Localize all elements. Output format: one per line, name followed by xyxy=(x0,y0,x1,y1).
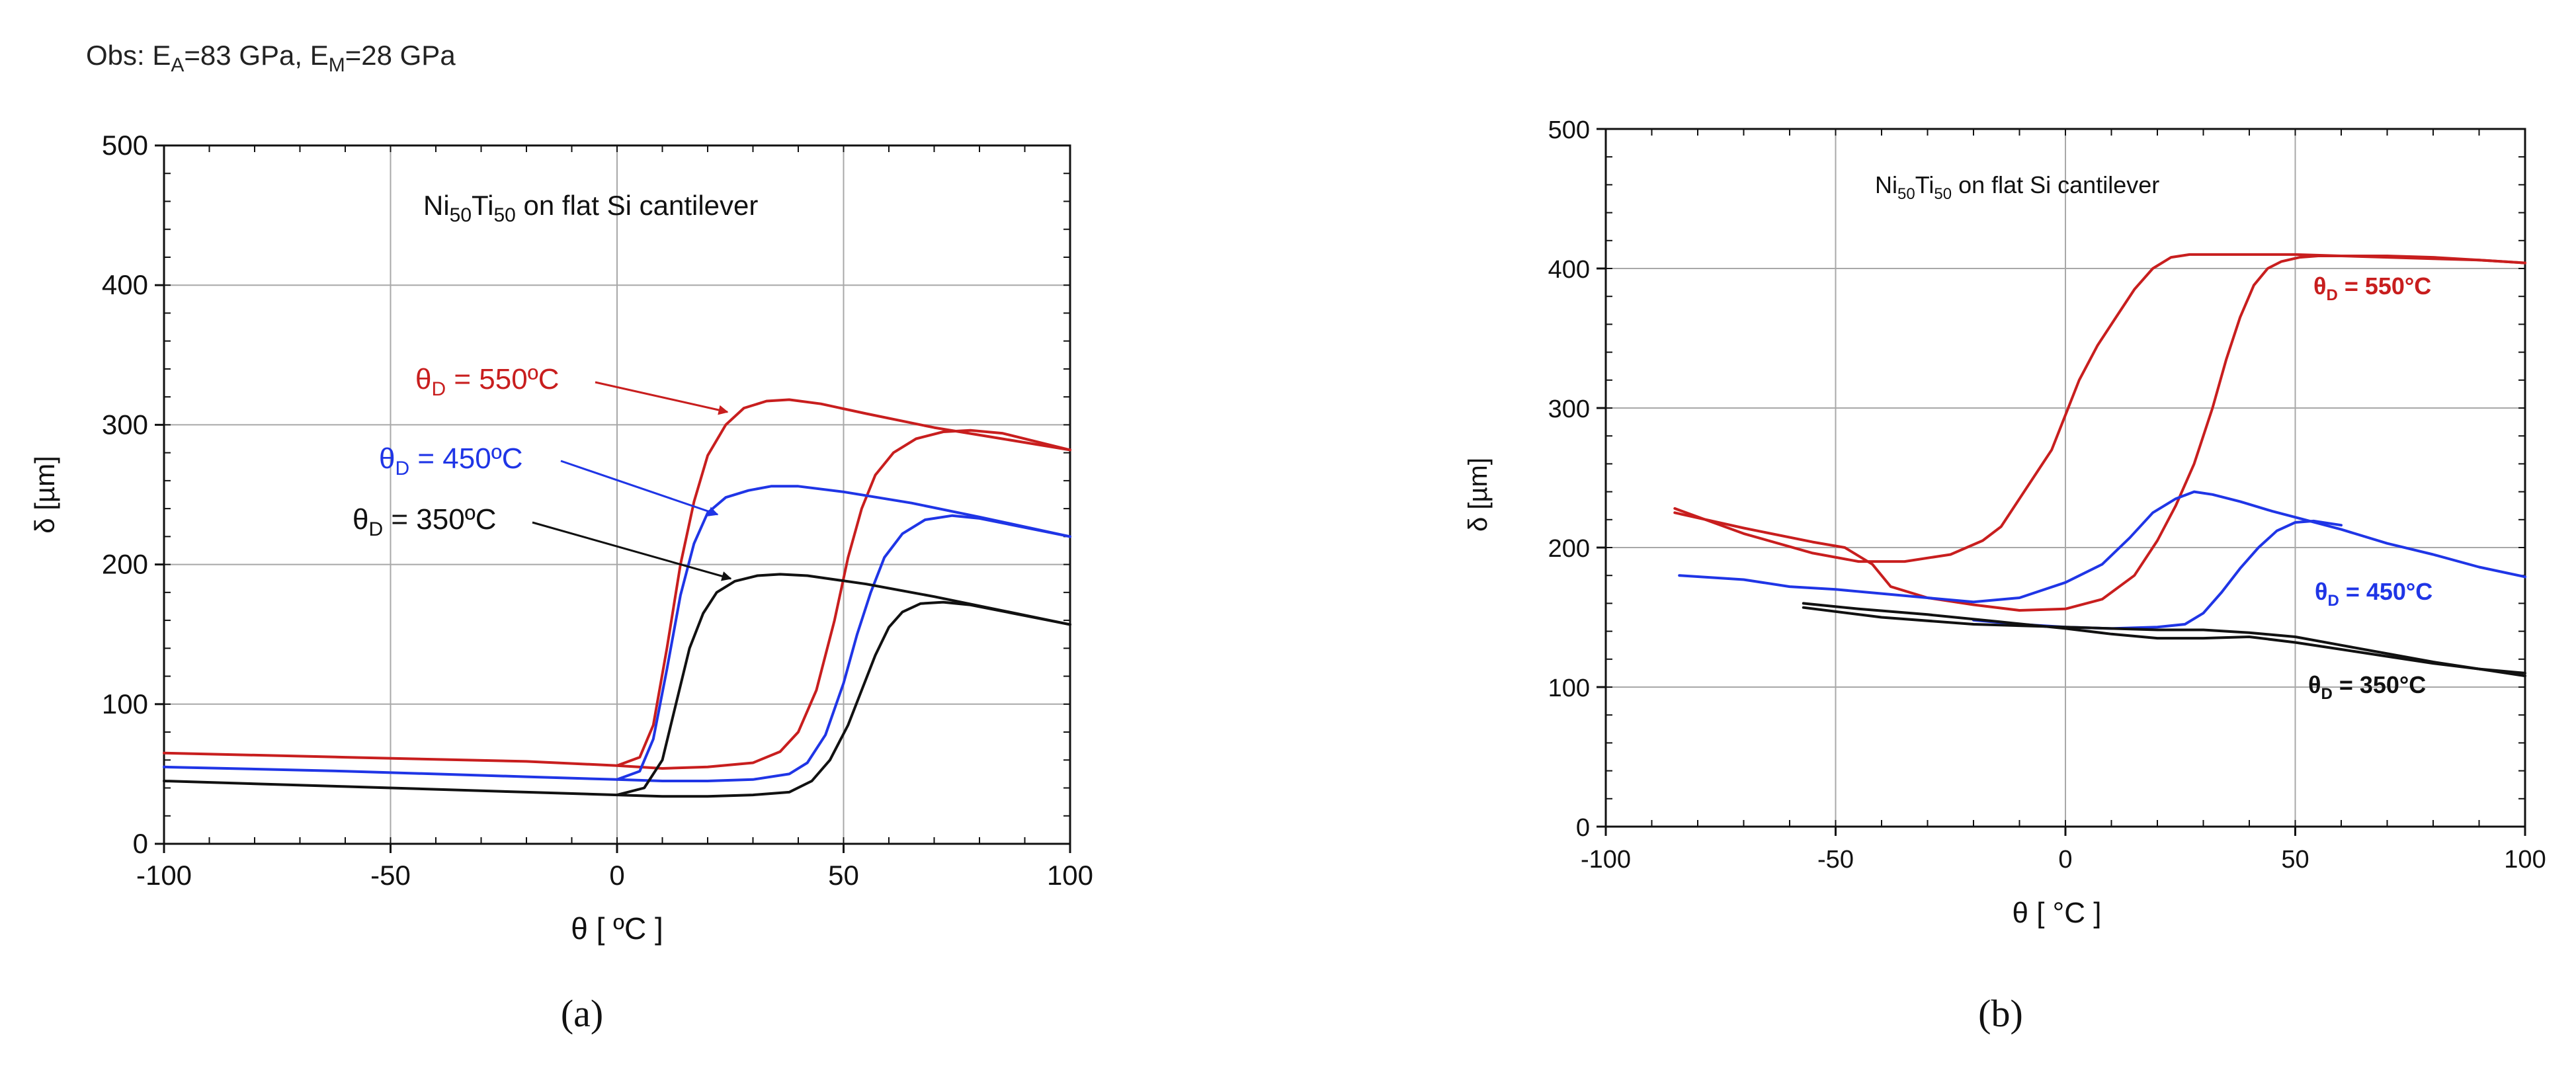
y-tick-label: 0 xyxy=(133,828,148,859)
y-tick-label: 500 xyxy=(1548,116,1590,144)
chart-panel-b: -100 -50 0 50 100 0 100 200 300 400 500 Ni50Ti50 o… xyxy=(1464,116,2546,1035)
y-axis-label: δ [µm] xyxy=(1464,458,1493,532)
y-tick-label: 200 xyxy=(102,549,148,580)
axis-ticks: -100 -50 0 50 100 0 100 200 300 400 500 xyxy=(102,130,1093,891)
y-tick-label: 100 xyxy=(102,688,148,719)
y-tick-label: 300 xyxy=(1548,395,1590,423)
series-arrow-450 xyxy=(560,460,719,516)
gridlines xyxy=(1605,128,2526,827)
y-tick-label: 500 xyxy=(102,130,148,161)
y-tick-label: 300 xyxy=(102,409,148,440)
series-1-heating-line xyxy=(616,514,1071,782)
chart-title: Ni50Ti50 on flat Si cantilever xyxy=(1875,171,2159,203)
x-tick-label: 100 xyxy=(1047,860,1093,891)
series-1-cooling-line xyxy=(1678,490,2526,604)
panel-label-a: (a) xyxy=(561,992,603,1035)
chart-title: Ni50Ti50 on flat Si cantilever xyxy=(423,190,758,226)
x-tick-label: 0 xyxy=(2058,846,2072,874)
series-2-heating-line xyxy=(616,600,1071,798)
series-label-350: θD = 350°C xyxy=(2308,671,2426,703)
x-tick-label: 0 xyxy=(609,860,624,891)
series-1-heating-line xyxy=(1972,519,2343,630)
series-arrow-350 xyxy=(532,521,732,581)
x-axis-label: θ [ ºC ] xyxy=(571,911,663,946)
panel-label-b: (b) xyxy=(1978,992,2023,1035)
y-tick-label: 0 xyxy=(1576,814,1590,842)
series-2-cooling-line xyxy=(1802,602,2526,675)
y-tick-label: 400 xyxy=(1548,256,1590,284)
x-axis-label: θ [ °C ] xyxy=(2013,897,2102,929)
y-tick-label: 200 xyxy=(1548,535,1590,563)
data-curves xyxy=(1673,253,2526,678)
data-curves xyxy=(163,398,1071,798)
x-tick-label: 100 xyxy=(2504,846,2546,874)
series-0-heating-line xyxy=(1673,255,2526,612)
series-label-450: θD = 450°C xyxy=(2315,578,2432,610)
x-tick-label: -100 xyxy=(1581,846,1631,874)
series-label-550: θD = 550°C xyxy=(2313,272,2431,304)
series-1-cooling-line xyxy=(163,485,1071,781)
x-tick-label: -100 xyxy=(136,860,192,891)
y-tick-label: 100 xyxy=(1548,675,1590,702)
x-tick-label: 50 xyxy=(2281,846,2309,874)
chart-panel-a: Obs: EA=83 GPa, EM=28 GPa -100 -50 0 50 100 0… xyxy=(29,40,1093,1035)
gridlines xyxy=(163,145,1071,844)
x-tick-label: -50 xyxy=(1817,846,1854,874)
y-axis-label: δ [µm] xyxy=(29,456,60,534)
series-arrow-550 xyxy=(595,381,729,415)
modulus-note: Obs: EA=83 GPa, EM=28 GPa xyxy=(86,40,456,76)
series-label-550: θD = 550ºC xyxy=(415,363,560,400)
series-2-heating-line xyxy=(1802,606,2526,678)
series-label-350: θD = 350ºC xyxy=(353,503,497,540)
series-2-cooling-line xyxy=(163,573,1071,797)
series-0-heating-line xyxy=(616,429,1071,770)
y-tick-label: 400 xyxy=(102,269,148,300)
x-tick-label: -50 xyxy=(370,860,411,891)
series-label-450: θD = 450ºC xyxy=(379,442,523,479)
x-tick-label: 50 xyxy=(828,860,859,891)
axis-ticks: -100 -50 0 50 100 0 100 200 300 400 500 xyxy=(1548,116,2546,874)
